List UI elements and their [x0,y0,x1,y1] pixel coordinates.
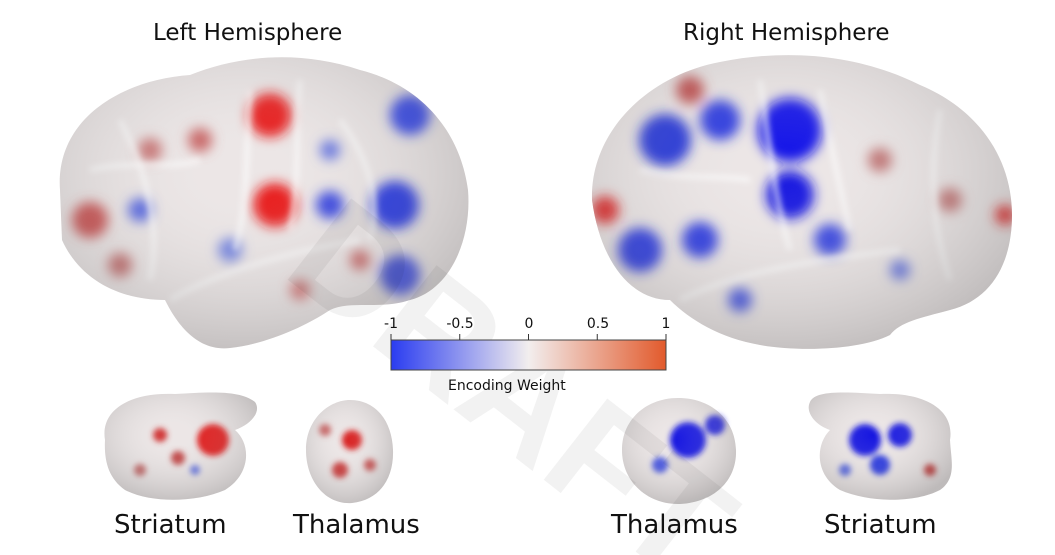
left-striatum-render [104,392,258,500]
right-thalamus-render [622,398,737,505]
colorbar-tick-label: 0 [524,316,534,332]
colorbar [390,334,667,371]
colorbar-tick-label: -1 [384,316,398,332]
left-striatum-label: Striatum [114,510,227,540]
left-hemisphere-render [59,57,469,349]
colorbar-tick-label: -0.5 [446,316,474,332]
colorbar-tick-label: 0.5 [586,316,610,332]
colorbar-gradient [390,339,667,371]
right-striatum-label: Striatum [824,510,937,540]
left-thalamus-render [306,400,394,504]
right-hemisphere-title: Right Hemisphere [683,20,890,46]
colorbar-title: Encoding Weight [448,378,566,394]
right-hemisphere-render [591,55,1012,349]
right-striatum-render [808,392,952,500]
left-hemisphere-title: Left Hemisphere [153,20,343,46]
left-thalamus-label: Thalamus [293,510,420,540]
colorbar-tick-label: 1 [661,316,671,332]
right-thalamus-label: Thalamus [611,510,738,540]
